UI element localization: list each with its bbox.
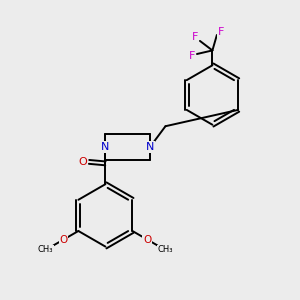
Text: O: O xyxy=(143,235,152,244)
Text: N: N xyxy=(146,142,154,152)
Text: CH₃: CH₃ xyxy=(38,245,53,254)
Text: F: F xyxy=(188,51,195,62)
Text: CH₃: CH₃ xyxy=(158,245,173,254)
Text: F: F xyxy=(191,32,198,42)
Text: F: F xyxy=(218,27,224,37)
Text: O: O xyxy=(78,157,87,167)
Text: O: O xyxy=(59,235,68,244)
Text: N: N xyxy=(101,142,110,152)
